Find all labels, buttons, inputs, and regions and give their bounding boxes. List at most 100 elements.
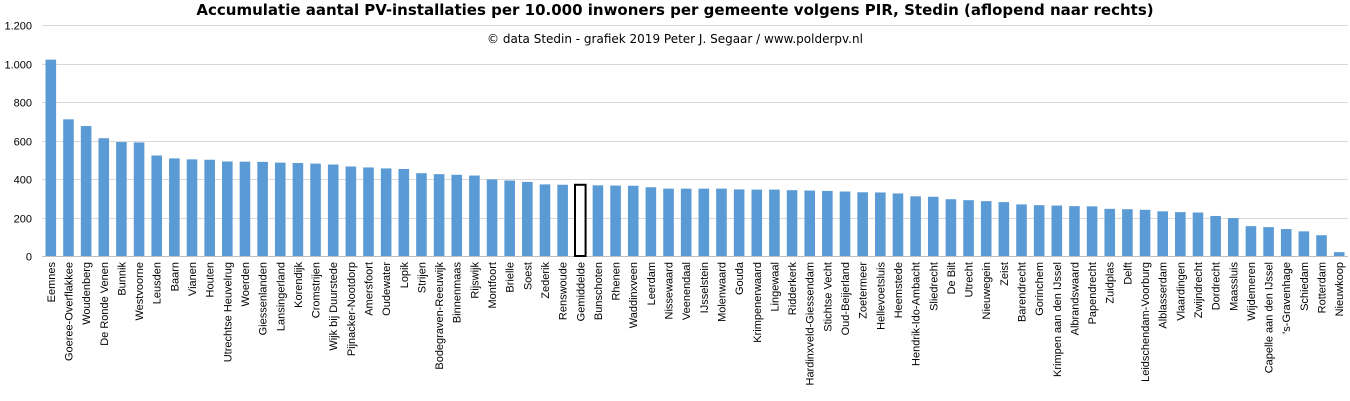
x-tick-label: Houten (205, 262, 217, 297)
x-tick-label: Albrandswaard (1069, 262, 1081, 335)
x-tick-label: Bunnik (116, 262, 128, 296)
bar (610, 185, 621, 256)
bar (998, 202, 1010, 256)
bar (416, 173, 427, 256)
x-tick-label: Renswoude (558, 262, 570, 320)
x-tick-label: De Ronde Venen (99, 262, 111, 346)
bar (63, 119, 74, 256)
bar (645, 187, 657, 256)
x-tick-label: Leusden (152, 262, 164, 304)
x-tick-label: Nieuwkoop (1334, 262, 1346, 316)
bar (786, 190, 798, 256)
x-tick-label: Barendrecht (1017, 262, 1029, 322)
x-tick-label: Hellevoetsluis (875, 262, 887, 330)
x-tick-label: Oudewater (381, 262, 393, 316)
x-tick-label: Molenwaard (716, 262, 728, 322)
bar (98, 138, 110, 256)
x-tick-label: Cromstrijen (311, 262, 323, 318)
x-tick-label: Dordrecht (1211, 262, 1223, 310)
bar (257, 161, 268, 256)
bar (663, 188, 674, 257)
x-tick-label: IJsselstein (699, 262, 711, 313)
x-tick-label: Nieuwegein (981, 262, 993, 319)
bar (45, 59, 57, 257)
bar (327, 164, 339, 256)
y-tick-label: 600 (14, 137, 32, 149)
grid-lines (42, 25, 1348, 257)
x-tick-label: Zederik (540, 262, 552, 299)
bar (1333, 252, 1345, 256)
y-tick-label: 200 (14, 214, 32, 226)
bar (804, 190, 816, 256)
bar-average (573, 183, 587, 258)
bar (539, 184, 551, 256)
y-axis-ticks: 0 200 400 600 800 1.000 1.200 (4, 21, 32, 264)
bars (45, 59, 1345, 258)
bar (1086, 206, 1098, 256)
bar (1033, 205, 1045, 256)
x-tick-label: Vlaardingen (1175, 262, 1187, 321)
x-tick-label: Pijnacker-Nootdorp (346, 262, 358, 356)
x-tick-label: Hendrik-Ido-Ambacht (911, 262, 923, 366)
bar (204, 159, 215, 256)
x-tick-label: Rijswijk (469, 262, 481, 299)
bar (892, 193, 904, 256)
bar (963, 200, 974, 256)
x-tick-label: Rhenen (611, 262, 623, 301)
x-tick-label: Wijdemeren (1246, 262, 1258, 321)
bar (310, 163, 321, 256)
bar (380, 168, 392, 256)
bar (1069, 206, 1080, 256)
x-tick-label: Wijk bij Duurstede (328, 262, 340, 351)
chart-subtitle: © data Stedin - grafiek 2019 Peter J. Se… (487, 32, 863, 46)
x-tick-label: Papendrecht (1087, 262, 1099, 324)
bar (769, 189, 780, 256)
x-tick-label: Goeree-Overflakkee (63, 262, 75, 361)
x-tick-label: Woudenberg (81, 262, 93, 325)
bar (451, 174, 463, 256)
bar (433, 174, 445, 256)
bar (486, 179, 498, 256)
x-tick-label: Brielle (505, 262, 517, 293)
bar (751, 189, 763, 256)
x-tick-label: Montfoort (487, 262, 499, 308)
x-tick-label: Korendijk (293, 262, 305, 308)
x-tick-label: Leerdam (646, 262, 658, 305)
bar (980, 201, 992, 256)
bar (1263, 227, 1274, 257)
x-tick-label: Strijen (416, 262, 428, 293)
x-tick-label: Soest (522, 262, 534, 290)
x-tick-label: Lopik (399, 262, 411, 289)
x-tick-label: Zeist (999, 262, 1011, 286)
bar (80, 126, 92, 256)
bar (116, 142, 127, 256)
bar (927, 196, 939, 256)
bar (945, 199, 957, 256)
bar (733, 189, 745, 256)
x-tick-label: Nissewaard (664, 262, 676, 319)
bar (592, 185, 604, 256)
x-tick-label: Sliedrecht (928, 262, 940, 311)
bar (822, 190, 833, 256)
bar (839, 191, 851, 256)
x-tick-label: Vianen (187, 262, 199, 296)
x-tick-label: Utrecht (964, 262, 976, 297)
bar (627, 185, 639, 256)
x-tick-label: Krimpen aan den IJssel (1052, 262, 1064, 377)
bar (1051, 205, 1063, 256)
bar (1227, 218, 1239, 256)
bar (398, 168, 410, 256)
x-tick-label: Stichtse Vecht (822, 262, 834, 332)
x-tick-label: Bunschoten (593, 262, 605, 320)
bar (239, 161, 251, 256)
x-tick-label: Eemnes (46, 262, 58, 303)
chart-title: Accumulatie aantal PV-installaties per 1… (196, 1, 1154, 19)
x-tick-label: Gemiddelde (575, 262, 587, 321)
x-tick-label: De Bilt (946, 262, 958, 294)
bar (469, 175, 480, 256)
y-tick-label: 1.000 (4, 60, 32, 72)
x-tick-label: Westvoorne (134, 262, 146, 321)
x-tick-label: Krimpenerwaard (752, 262, 764, 343)
bar (345, 166, 357, 256)
